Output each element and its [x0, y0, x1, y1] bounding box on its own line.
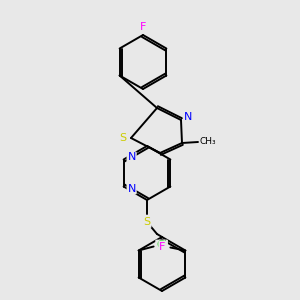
Text: F: F — [140, 22, 146, 32]
Text: Cl: Cl — [156, 241, 167, 250]
Text: S: S — [119, 133, 127, 143]
Text: N: N — [128, 152, 136, 163]
Text: S: S — [143, 217, 151, 227]
Text: CH₃: CH₃ — [200, 137, 216, 146]
Text: N: N — [128, 184, 136, 194]
Text: F: F — [159, 242, 166, 251]
Text: N: N — [184, 112, 192, 122]
